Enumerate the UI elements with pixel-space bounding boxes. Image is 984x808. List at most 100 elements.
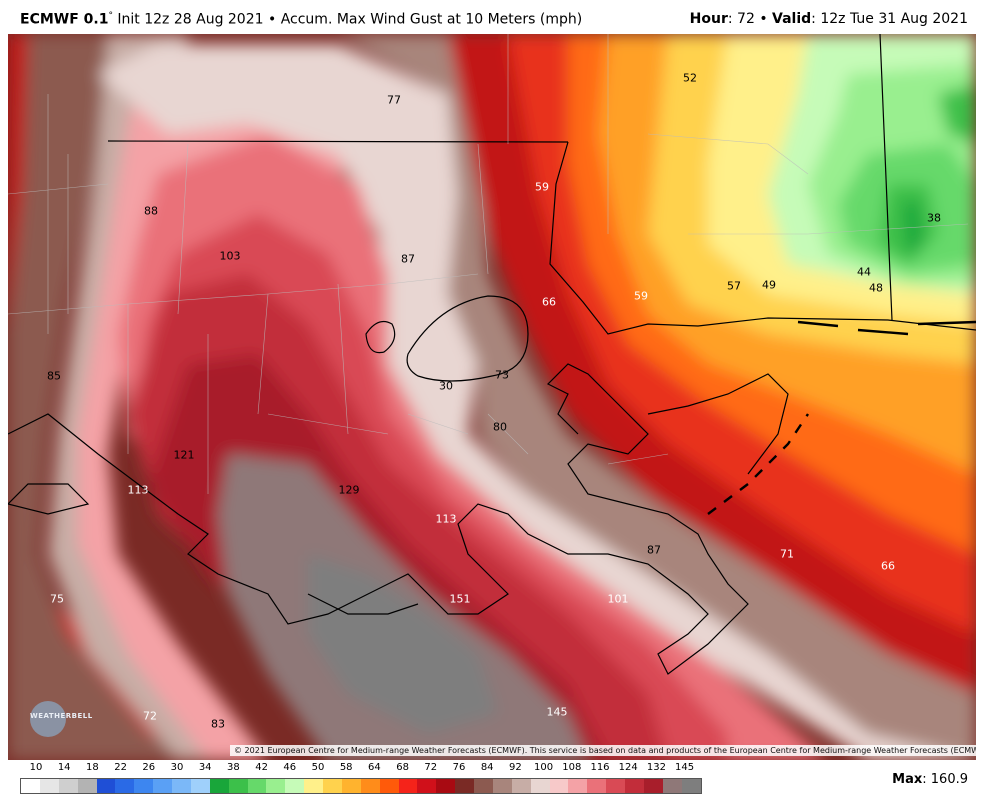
- valid-time-block: Hour: 72 • Valid: 12z Tue 31 Aug 2021: [690, 11, 968, 27]
- map-value-label: 87: [401, 252, 415, 266]
- legend-swatch: [398, 779, 418, 793]
- map-value-label: 121: [173, 448, 195, 462]
- valid-value: : 12z Tue 31 Aug 2021: [811, 11, 968, 27]
- legend-swatch: [587, 779, 607, 793]
- legend-tick: 22: [114, 762, 127, 773]
- model-name: ECMWF 0.1: [20, 11, 109, 28]
- header-bar: ECMWF 0.1° Init 12z 28 Aug 2021 • Accum.…: [0, 0, 984, 34]
- map-canvas: [8, 34, 976, 760]
- legend-swatch: [77, 779, 97, 793]
- map-value-label: 113: [127, 483, 149, 497]
- legend-swatch: [643, 779, 663, 793]
- legend-tick: 100: [534, 762, 554, 773]
- legend-swatch: [285, 779, 305, 793]
- legend-swatch: [681, 779, 701, 793]
- max-value: Max: 160.9: [892, 772, 968, 787]
- title-separator: •: [267, 11, 277, 28]
- legend-swatch: [662, 779, 682, 793]
- map-value-label: 59: [535, 180, 549, 194]
- map-value-label: 59: [634, 289, 648, 303]
- legend-swatch: [266, 779, 286, 793]
- map-value-label: 87: [647, 543, 661, 557]
- color-legend: 10 14 18 22 26 30 34 38 42 46 50 58 64 68 72 76 84 92 100 1…: [20, 762, 702, 802]
- legend-swatch: [530, 779, 550, 793]
- legend-swatch: [134, 779, 154, 793]
- map-value-label: 38: [927, 211, 941, 225]
- legend-swatch: [115, 779, 135, 793]
- wind-gust-map[interactable]: 77 52 59 88 103 87 38 44 48 57 49 59 66 85 30 73 80 121 11…: [8, 34, 976, 760]
- legend-swatch: [58, 779, 78, 793]
- legend-tick: 116: [590, 762, 610, 773]
- legend-tick: 58: [339, 762, 353, 773]
- map-value-label: 49: [762, 278, 776, 292]
- copyright-notice: © 2021 European Centre for Medium-range …: [230, 745, 976, 756]
- legend-swatch: [153, 779, 172, 793]
- degree-sign: °: [108, 11, 113, 21]
- logo-text: WEATHERBELL: [30, 712, 93, 720]
- map-value-label: 30: [439, 379, 453, 393]
- legend-tick: 38: [227, 762, 240, 773]
- max-number: : 160.9: [922, 772, 968, 787]
- legend-tick: 26: [142, 762, 156, 773]
- legend-tick: 124: [618, 762, 638, 773]
- map-title: ECMWF 0.1° Init 12z 28 Aug 2021 • Accum.…: [20, 11, 582, 28]
- map-value-label: 71: [780, 547, 794, 561]
- map-value-label: 113: [435, 512, 457, 526]
- hour-value: : 72: [727, 11, 755, 27]
- init-time: Init 12z 28 Aug 2021: [117, 11, 264, 28]
- map-value-label: 101: [607, 592, 629, 606]
- legend-swatch: [96, 779, 116, 793]
- map-value-label: 73: [495, 368, 509, 382]
- legend-tick: 76: [452, 762, 466, 773]
- legend-tick: 30: [170, 762, 184, 773]
- legend-swatch: [606, 779, 625, 793]
- map-value-label: 88: [144, 204, 158, 218]
- product-name: Accum. Max Wind Gust at 10 Meters (mph): [280, 11, 583, 28]
- legend-tick: 132: [646, 762, 666, 773]
- legend-swatch: [360, 779, 380, 793]
- legend-swatch: [474, 779, 493, 793]
- legend-swatch: [625, 779, 644, 793]
- map-value-label: 103: [219, 249, 241, 263]
- map-value-label: 48: [869, 281, 883, 295]
- map-value-label: 145: [546, 705, 568, 719]
- map-value-label: 66: [542, 295, 556, 309]
- title-separator-2: •: [759, 11, 768, 27]
- legend-swatch: [247, 779, 267, 793]
- legend-swatch: [455, 779, 474, 793]
- map-value-label: 129: [338, 483, 360, 497]
- legend-tick: 145: [675, 762, 695, 773]
- map-value-label: 85: [47, 369, 61, 383]
- legend-tick: 68: [396, 762, 409, 773]
- legend-swatch: [379, 779, 399, 793]
- legend-swatch: [341, 779, 361, 793]
- map-value-label: 80: [493, 420, 507, 434]
- legend-swatch: [190, 779, 210, 793]
- valid-label: Valid: [772, 11, 812, 27]
- map-value-label: 66: [881, 559, 895, 573]
- legend-swatch: [323, 779, 342, 793]
- map-value-label: 57: [727, 279, 741, 293]
- legend-swatch: [21, 779, 40, 793]
- legend-swatch: [228, 779, 248, 793]
- legend-swatch: [568, 779, 588, 793]
- legend-swatch: [172, 779, 191, 793]
- map-value-label: 151: [449, 592, 471, 606]
- legend-tick: 64: [368, 762, 381, 773]
- legend-swatch: [511, 779, 531, 793]
- legend-swatch: [492, 779, 512, 793]
- legend-tick: 14: [57, 762, 71, 773]
- legend-tick: 50: [311, 762, 325, 773]
- legend-tick: 84: [480, 762, 494, 773]
- legend-tick: 92: [509, 762, 522, 773]
- legend-swatch: [417, 779, 437, 793]
- legend-tick-labels: 10 14 18 22 26 30 34 38 42 46 50 58 64 68 72 76 84 92 100 1…: [20, 762, 700, 776]
- map-value-label: 72: [143, 709, 157, 723]
- hour-label: Hour: [689, 11, 728, 27]
- map-value-label: 75: [50, 592, 64, 606]
- legend-swatch: [209, 779, 229, 793]
- legend-tick: 46: [283, 762, 297, 773]
- legend-swatch: [304, 779, 323, 793]
- weatherbell-logo: [30, 701, 66, 737]
- legend-tick: 42: [255, 762, 268, 773]
